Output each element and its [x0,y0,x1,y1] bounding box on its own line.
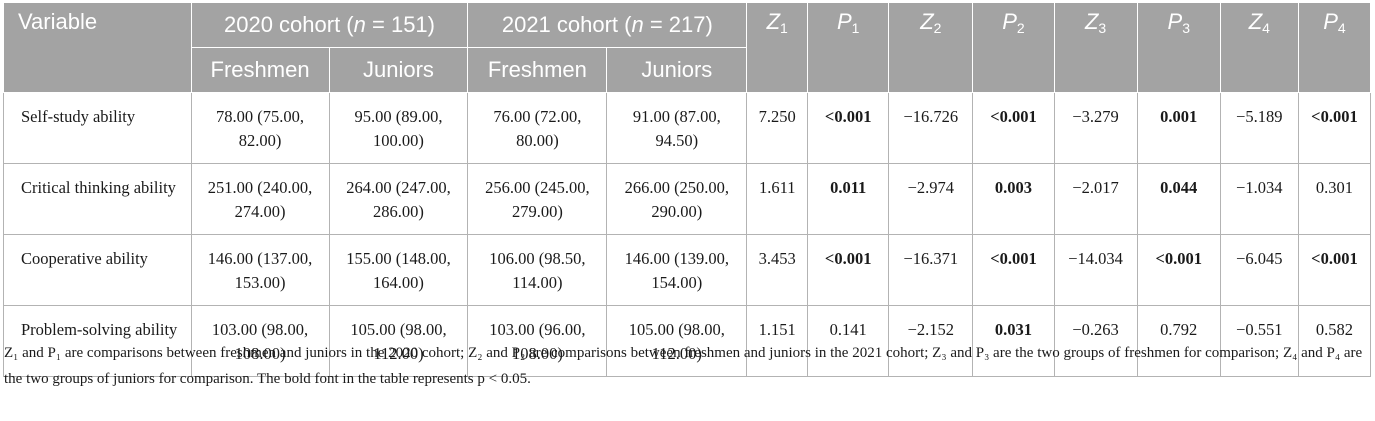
cell-z2: −2.152 [888,305,974,377]
cell-p3: <0.001 [1136,234,1221,306]
cell-freshmen-2020: 251.00 (240.00, 274.00) [190,163,330,235]
cell-z4: −1.034 [1219,163,1299,235]
cell-juniors-2020: 155.00 (148.00, 164.00) [328,234,469,306]
cell-freshmen-2021: 256.00 (245.00, 279.00) [467,163,608,235]
cell-p1: <0.001 [807,92,890,164]
cell-p4: 0.582 [1297,305,1372,377]
cell-p2: <0.001 [972,234,1055,306]
data-table: Variable 2020 cohort (n = 151) 2021 coho… [3,2,1372,377]
cell-p4: <0.001 [1297,92,1372,164]
cell-p4: 0.301 [1297,163,1372,235]
table-row: Critical thinking ability 251.00 (240.00… [3,163,1372,235]
header-juniors-2021: Juniors [606,47,748,93]
cell-variable: Problem-solving ability [3,305,192,377]
header-cohort-2021: 2021 cohort (n = 217) [467,2,748,48]
cell-freshmen-2020: 78.00 (75.00, 82.00) [190,92,330,164]
header-z2: Z2 [888,2,974,93]
cell-juniors-2021: 146.00 (139.00, 154.00) [606,234,748,306]
header-p2: P2 [972,2,1055,93]
cell-z4: −6.045 [1219,234,1299,306]
cell-p2: 0.003 [972,163,1055,235]
header-freshmen-2020: Freshmen [190,47,330,93]
header-juniors-2020: Juniors [328,47,469,93]
cell-variable: Critical thinking ability [3,163,192,235]
cell-z2: −16.371 [888,234,974,306]
cell-p2: 0.031 [972,305,1055,377]
header-cohort-2020: 2020 cohort (n = 151) [190,2,469,48]
header-variable: Variable [3,2,192,93]
header-freshmen-2021: Freshmen [467,47,608,93]
cell-juniors-2020: 105.00 (98.00, 112.00) [328,305,469,377]
cell-z3: −2.017 [1053,163,1138,235]
header-z1: Z1 [746,2,809,93]
cell-p3: 0.792 [1136,305,1221,377]
cell-freshmen-2020: 103.00 (98.00, 108.00) [190,305,330,377]
cell-p3: 0.044 [1136,163,1221,235]
cell-juniors-2021: 91.00 (87.00, 94.50) [606,92,748,164]
cell-p2: <0.001 [972,92,1055,164]
cell-freshmen-2021: 106.00 (98.50, 114.00) [467,234,608,306]
table-row: Problem-solving ability 103.00 (98.00, 1… [3,305,1372,377]
cell-z2: −16.726 [888,92,974,164]
header-p1: P1 [807,2,890,93]
cell-z3: −3.279 [1053,92,1138,164]
cell-z2: −2.974 [888,163,974,235]
table-row: Self-study ability 78.00 (75.00, 82.00) … [3,92,1372,164]
cell-juniors-2021: 105.00 (98.00, 112.00) [606,305,748,377]
cell-juniors-2020: 95.00 (89.00, 100.00) [328,92,469,164]
header-z4: Z4 [1219,2,1299,93]
cell-p3: 0.001 [1136,92,1221,164]
table-footnote: Z₁ and P₁ are comparisons between freshm… [4,345,1363,387]
cell-z1: 1.611 [746,163,809,235]
cell-variable: Self-study ability [3,92,192,164]
cell-p1: 0.011 [807,163,890,235]
table-body: Self-study ability 78.00 (75.00, 82.00) … [3,92,1372,377]
cell-juniors-2021: 266.00 (250.00, 290.00) [606,163,748,235]
header-p3: P3 [1136,2,1221,93]
cell-z1: 1.151 [746,305,809,377]
cell-freshmen-2020: 146.00 (137.00, 153.00) [190,234,330,306]
cell-z1: 7.250 [746,92,809,164]
table-header: Variable 2020 cohort (n = 151) 2021 coho… [3,2,1372,93]
cell-z3: −14.034 [1053,234,1138,306]
cell-freshmen-2021: 76.00 (72.00, 80.00) [467,92,608,164]
cell-z1: 3.453 [746,234,809,306]
cell-freshmen-2021: 103.00 (96.00, 108.00) [467,305,608,377]
header-p4: P4 [1297,2,1372,93]
cell-p4: <0.001 [1297,234,1372,306]
cell-z4: −0.551 [1219,305,1299,377]
cell-variable: Cooperative ability [3,234,192,306]
cell-p1: 0.141 [807,305,890,377]
table-row: Cooperative ability 146.00 (137.00, 153.… [3,234,1372,306]
header-z3: Z3 [1053,2,1138,93]
cell-z4: −5.189 [1219,92,1299,164]
table-container: Variable 2020 cohort (n = 151) 2021 coho… [3,2,1372,377]
cell-juniors-2020: 264.00 (247.00, 286.00) [328,163,469,235]
cell-p1: <0.001 [807,234,890,306]
